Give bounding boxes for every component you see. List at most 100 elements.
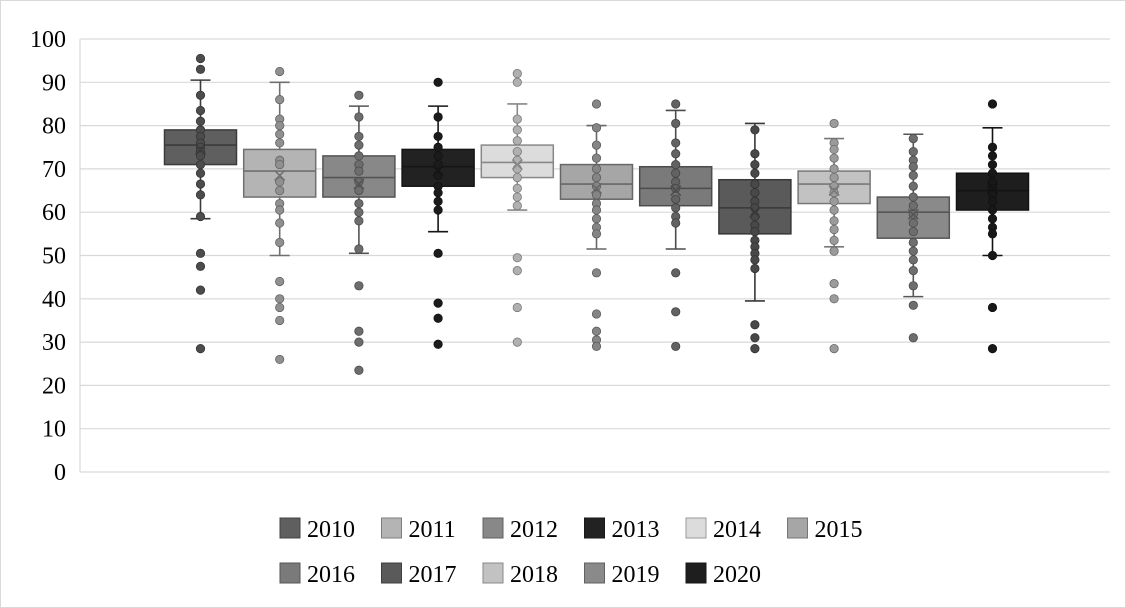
data-point bbox=[750, 188, 760, 198]
y-tick-label: 90 bbox=[42, 70, 66, 96]
y-tick-label: 40 bbox=[42, 287, 66, 313]
data-point bbox=[829, 224, 839, 235]
data-point bbox=[433, 298, 443, 308]
legend-swatch bbox=[685, 517, 707, 539]
mean-marker bbox=[511, 159, 523, 171]
data-point bbox=[354, 365, 364, 375]
data-point bbox=[987, 229, 998, 239]
data-point bbox=[987, 214, 998, 224]
data-point bbox=[908, 218, 918, 228]
data-point bbox=[591, 123, 602, 133]
legend-label: 2019 bbox=[612, 562, 660, 588]
legend-swatch bbox=[381, 562, 402, 584]
data-point bbox=[591, 153, 602, 163]
data-point bbox=[671, 118, 681, 129]
data-point bbox=[671, 268, 681, 278]
data-point bbox=[750, 255, 760, 265]
data-point bbox=[354, 140, 364, 150]
legend-label: 2012 bbox=[510, 517, 558, 543]
data-point bbox=[908, 192, 918, 202]
data-point bbox=[275, 185, 285, 196]
data-point bbox=[591, 268, 602, 278]
data-point bbox=[275, 294, 285, 304]
data-point bbox=[512, 164, 522, 174]
data-point bbox=[512, 302, 522, 313]
data-point bbox=[354, 151, 364, 161]
legend-label: 2011 bbox=[409, 517, 456, 543]
data-point bbox=[750, 203, 760, 213]
mean-marker bbox=[194, 143, 207, 155]
data-point bbox=[275, 315, 285, 326]
data-point bbox=[354, 244, 364, 254]
data-point bbox=[591, 341, 602, 352]
data-point bbox=[908, 255, 918, 265]
data-point bbox=[987, 99, 998, 109]
data-point bbox=[671, 194, 681, 204]
data-point bbox=[750, 211, 760, 222]
data-point bbox=[195, 190, 206, 200]
data-point bbox=[354, 166, 364, 176]
data-point bbox=[908, 300, 918, 310]
data-point bbox=[354, 198, 364, 209]
legend-label: 2013 bbox=[612, 517, 660, 543]
data-point bbox=[195, 53, 206, 64]
data-point bbox=[195, 90, 206, 100]
mean-marker bbox=[828, 184, 840, 197]
mean-marker bbox=[274, 169, 286, 181]
data-point bbox=[354, 337, 364, 347]
data-point bbox=[433, 248, 443, 258]
legend-label: 2018 bbox=[510, 562, 558, 588]
legend-item-2019: 2019 bbox=[584, 562, 660, 588]
data-point bbox=[433, 196, 443, 206]
box-2016 bbox=[638, 99, 713, 352]
legend-item-2014: 2014 bbox=[685, 517, 761, 543]
data-point bbox=[275, 302, 285, 313]
data-point bbox=[433, 77, 443, 87]
data-point bbox=[275, 205, 285, 215]
data-point bbox=[275, 121, 285, 131]
data-point bbox=[829, 235, 839, 245]
data-point bbox=[275, 66, 285, 77]
data-point bbox=[987, 151, 998, 161]
data-point bbox=[750, 333, 760, 343]
legend-item-2016: 2016 bbox=[279, 562, 355, 588]
legend-label: 2010 bbox=[307, 517, 355, 543]
data-point bbox=[908, 146, 918, 157]
data-point bbox=[433, 131, 443, 142]
data-point bbox=[512, 201, 522, 211]
data-point bbox=[671, 138, 681, 148]
data-point bbox=[829, 153, 839, 163]
data-point bbox=[512, 77, 522, 87]
data-point bbox=[433, 112, 443, 122]
data-point bbox=[908, 281, 918, 291]
box-2018 bbox=[797, 118, 871, 354]
data-point bbox=[512, 172, 522, 183]
data-point bbox=[671, 149, 681, 159]
data-point bbox=[829, 196, 839, 206]
data-point bbox=[591, 140, 602, 150]
data-point bbox=[908, 266, 918, 276]
data-point bbox=[195, 168, 206, 178]
data-point bbox=[512, 253, 522, 263]
legend-item-2011: 2011 bbox=[381, 517, 456, 543]
data-point bbox=[512, 125, 522, 135]
mean-marker bbox=[432, 165, 444, 177]
data-point bbox=[354, 112, 364, 122]
data-point bbox=[829, 246, 839, 256]
data-point bbox=[671, 168, 681, 178]
data-point bbox=[908, 181, 918, 191]
data-point bbox=[512, 266, 522, 276]
data-point bbox=[354, 185, 364, 196]
data-point bbox=[987, 205, 998, 215]
y-tick-label: 10 bbox=[42, 417, 66, 443]
data-point bbox=[433, 170, 443, 180]
mean-marker bbox=[670, 184, 682, 197]
data-point bbox=[908, 133, 918, 144]
legend-item-2013: 2013 bbox=[584, 517, 660, 543]
data-point bbox=[275, 129, 285, 139]
data-point bbox=[512, 192, 522, 202]
data-point bbox=[750, 227, 760, 237]
data-point bbox=[671, 203, 681, 213]
data-point bbox=[591, 205, 602, 215]
data-point bbox=[354, 131, 364, 142]
